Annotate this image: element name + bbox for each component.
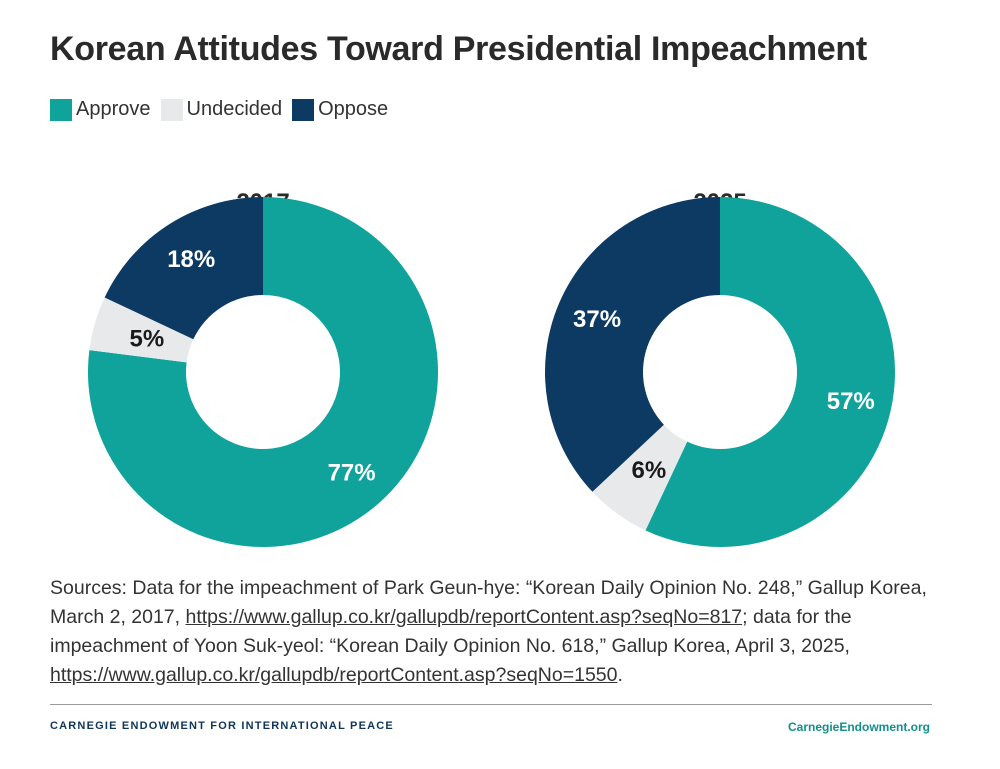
legend-label-undecided: Undecided (186, 98, 283, 120)
source-link-2017[interactable]: https://www.gallup.co.kr/gallupdb/report… (185, 606, 743, 628)
slice-undecided-2017 (89, 297, 194, 363)
sources-text-2: ; data for the impeachment of Yoon Suk-y… (50, 606, 852, 657)
footer-divider (50, 704, 932, 705)
slice-approve-2017 (88, 197, 439, 547)
legend-item-approve: Approve (50, 98, 151, 121)
slice-oppose-2025 (545, 197, 720, 492)
data-label-undecided-2025: 6% (632, 457, 667, 484)
slice-approve-2025 (645, 197, 895, 547)
donut-chart-2025: 2025 57%6%37% (545, 189, 895, 547)
sources-note: Sources: Data for the impeachment of Par… (50, 574, 950, 690)
legend-swatch-undecided (160, 98, 183, 121)
donut-charts: 2017 77%5%18% 2025 57%6%37% (88, 189, 895, 547)
legend-swatch-oppose (292, 98, 315, 121)
legend-item-oppose: Oppose (292, 98, 388, 121)
data-label-undecided-2017: 5% (129, 325, 164, 352)
donut-chart-2017: 2017 77%5%18% (88, 189, 439, 547)
legend-item-undecided: Undecided (160, 98, 283, 121)
slice-oppose-2017 (104, 197, 263, 340)
source-link-2025[interactable]: https://www.gallup.co.kr/gallupdb/report… (50, 664, 618, 686)
data-label-approve-2017: 77% (328, 460, 376, 487)
legend-label-oppose: Oppose (318, 98, 389, 120)
chart-title: Korean Attitudes Toward Presidential Imp… (50, 30, 867, 68)
sources-text-3: . (617, 664, 623, 686)
legend: Approve Undecided Oppose (50, 98, 398, 121)
footer-org-name: CARNEGIE ENDOWMENT FOR INTERNATIONAL PEA… (50, 720, 394, 732)
data-label-approve-2025: 57% (827, 388, 875, 415)
data-label-oppose-2017: 18% (167, 246, 215, 273)
data-label-oppose-2025: 37% (573, 306, 621, 333)
legend-label-approve: Approve (76, 98, 151, 120)
footer-site-link[interactable]: CarnegieEndowment.org (787, 720, 930, 734)
legend-swatch-approve (50, 98, 72, 121)
slice-undecided-2025 (592, 424, 688, 531)
sources-text-1: Sources: Data for the impeachment of Par… (50, 577, 927, 628)
